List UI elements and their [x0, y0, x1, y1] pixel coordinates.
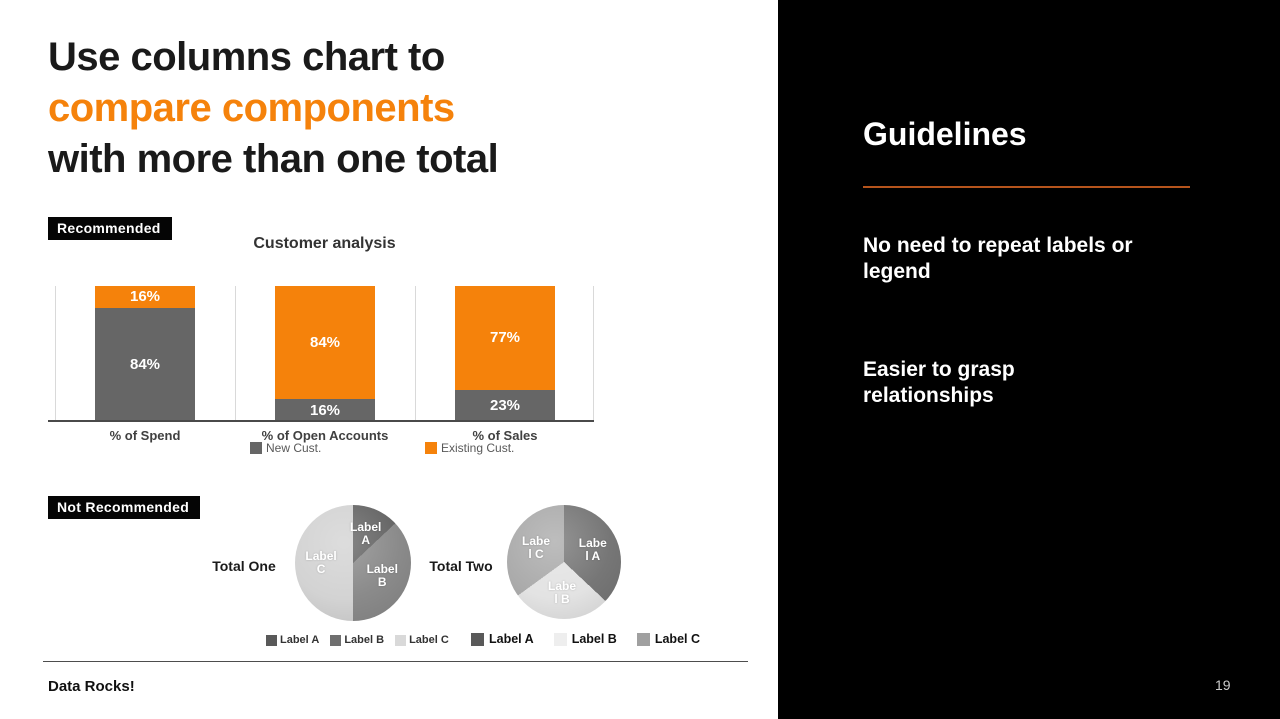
slide-title: Use columns chart to compare components …	[48, 32, 499, 185]
guidelines-heading: Guidelines	[863, 116, 1027, 152]
category-label: % of Spend	[109, 428, 181, 443]
bar-value-label: 84%	[129, 355, 161, 373]
bar-segment-new-cust: 23%	[455, 389, 555, 421]
slide-title-line-1: Use columns chart to	[48, 35, 445, 79]
pie-slice-label: Labe l C	[522, 533, 551, 561]
legend-swatch	[395, 634, 407, 646]
slide-title-line-3: with more than one total	[48, 137, 499, 181]
legend-swatch	[636, 632, 650, 646]
legend-label: Label A	[489, 632, 534, 646]
pie-slice-label: Label A	[349, 519, 382, 547]
column-chart-plot: 16% 84% 84% 16% 77% 23%	[55, 286, 594, 421]
guidelines-underline	[863, 186, 1190, 188]
bar-segment-new-cust: 84%	[95, 307, 195, 421]
pie-chart-one: Label A Label B Label C	[295, 505, 411, 621]
legend-label: Label C	[409, 634, 449, 646]
pie-legend-item: Label B	[330, 634, 384, 646]
pie-one-title: Total One	[212, 558, 276, 574]
bar-segment-existing-cust: 77%	[455, 286, 555, 390]
footer-divider	[43, 661, 748, 662]
bar-segment-existing-cust: 16%	[95, 286, 195, 308]
category-label: % of Sales	[472, 428, 538, 443]
pie-legend-item: Label C	[636, 632, 700, 646]
legend-label: New Cust.	[266, 441, 322, 455]
guidelines-panel: Guidelines No need to repeat labels or l…	[778, 0, 1280, 719]
bar-segment-new-cust: 16%	[275, 399, 375, 421]
bar-value-label: 77%	[489, 329, 521, 347]
pie-legend-item: Label B	[553, 632, 617, 646]
pie-sheen	[295, 505, 411, 621]
column-chart-legend-item: Existing Cust.	[425, 441, 514, 455]
category-label: % of Open Accounts	[261, 428, 389, 443]
gridline	[235, 286, 236, 421]
legend-label: Label C	[654, 632, 700, 646]
bar-segment-existing-cust: 84%	[275, 286, 375, 400]
bar-value-label: 16%	[129, 288, 161, 306]
bar-value-label: 84%	[309, 334, 341, 352]
legend-swatch	[250, 442, 262, 454]
pie-legend-item: Label C	[395, 634, 449, 646]
pie-legend-item: Label A	[471, 632, 534, 646]
pie-two-title: Total Two	[429, 558, 493, 574]
pie-slice-label: Labe l B	[548, 579, 577, 607]
pie-chart-two: Labe l A Labe l B Labe l C	[507, 505, 621, 619]
legend-swatch	[266, 634, 277, 646]
legend-label: Existing Cust.	[441, 441, 515, 455]
bar-value-label: 23%	[489, 396, 521, 414]
column-chart-title: Customer analysis	[253, 235, 396, 252]
page-number: 19	[1215, 677, 1231, 693]
pie-two-legend: Label A Label B Label C	[471, 632, 700, 646]
not-recommended-badge: Not Recommended	[48, 496, 201, 519]
gridline	[55, 286, 56, 421]
footer-credit: Data Rocks!	[48, 678, 135, 695]
gridline	[415, 286, 416, 421]
legend-label: Label A	[280, 634, 320, 646]
legend-label: Label B	[571, 632, 617, 646]
guideline-point-1: No need to repeat labels or legend	[863, 234, 1133, 283]
guideline-point-2: Easier to grasp relationships	[863, 358, 1015, 407]
pie-slice-label: Label C	[305, 549, 337, 576]
pie-legend-item: Label A	[266, 634, 319, 646]
legend-label: Label B	[344, 634, 385, 646]
pie-slice-label: Labe l A	[578, 535, 607, 563]
pie-slice-label: Label B	[366, 561, 398, 589]
column-chart-legend-item: New Cust.	[250, 441, 321, 455]
gridline	[593, 286, 594, 421]
recommended-badge: Recommended	[48, 217, 172, 240]
legend-swatch	[471, 632, 484, 646]
legend-swatch	[330, 634, 342, 646]
pie-one-legend: Label A Label B Label C	[266, 634, 449, 646]
x-axis-line	[48, 420, 594, 422]
bar-value-label: 16%	[309, 401, 341, 419]
slide-title-line-2: compare components	[48, 86, 455, 130]
pie-sheen	[507, 505, 621, 619]
legend-swatch	[425, 442, 437, 454]
content-panel: Use columns chart to compare components …	[43, 32, 748, 695]
column-chart: Customer analysis 16% 84% 84% 16% 77% 23% % o…	[48, 230, 594, 456]
legend-swatch	[553, 632, 567, 646]
